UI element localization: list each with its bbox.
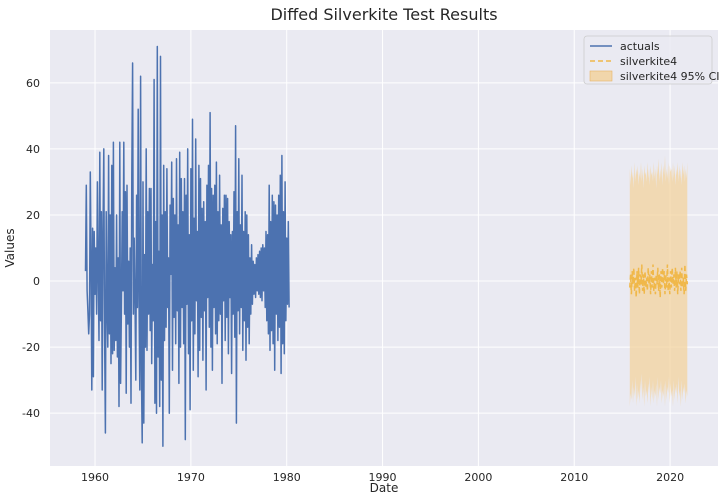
data-layer: [84, 45, 689, 447]
x-tick-label: 1970: [177, 471, 205, 484]
legend: actuals silverkite4 silverkite4 95% CI: [583, 35, 720, 85]
legend-label: actuals: [620, 40, 660, 53]
tick-labels: 1960 1970 1980 1990 2000 2010 2020 -40 -20 0 20 40 6…: [22, 77, 684, 484]
x-tick-label: 1980: [273, 471, 301, 484]
x-tick-label: 2020: [656, 471, 684, 484]
y-tick-label: -40: [22, 407, 40, 420]
legend-label: silverkite4 95% CI: [620, 70, 720, 83]
y-axis-title: Values: [3, 228, 17, 267]
chart-title: Diffed Silverkite Test Results: [270, 5, 497, 24]
y-tick-label: 20: [26, 209, 40, 222]
y-tick-label: 0: [33, 275, 40, 288]
actuals-line: [84, 45, 290, 447]
x-tick-label: 1960: [81, 471, 109, 484]
x-axis-title: Date: [370, 481, 399, 495]
legend-label: silverkite4: [620, 55, 677, 68]
y-tick-label: -20: [22, 341, 40, 354]
x-tick-label: 2000: [464, 471, 492, 484]
legend-swatch: [589, 70, 613, 82]
legend-box: [583, 35, 713, 85]
x-tick-label: 1990: [369, 471, 397, 484]
silverkite4-line: [629, 264, 689, 298]
y-tick-label: 60: [26, 77, 40, 90]
y-tick-label: 40: [26, 143, 40, 156]
x-tick-label: 2010: [560, 471, 588, 484]
